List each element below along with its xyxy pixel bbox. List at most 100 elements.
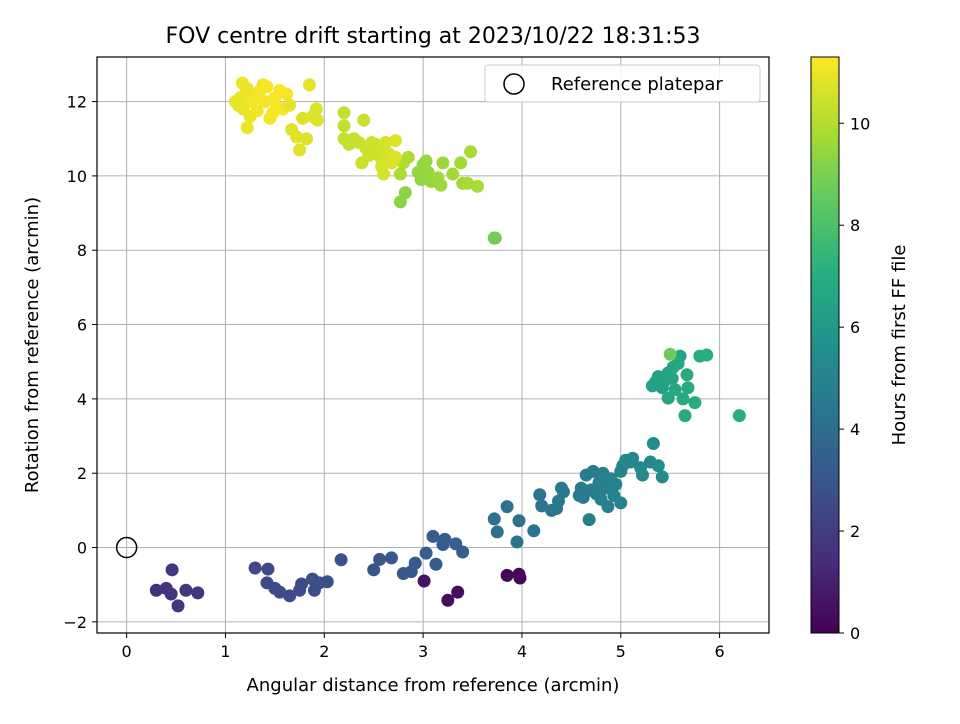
reference-point [115, 536, 138, 559]
data-point [500, 500, 514, 514]
data-point [470, 179, 484, 193]
data-point [296, 111, 310, 125]
data-point [456, 545, 470, 559]
data-point [655, 470, 669, 484]
data-point [451, 585, 465, 599]
data-point [260, 80, 274, 94]
data-point [261, 562, 275, 576]
data-point [377, 167, 391, 181]
data-point [586, 464, 600, 478]
data-point [436, 156, 450, 170]
data-point [676, 392, 690, 406]
data-point [490, 525, 504, 539]
data-point [609, 477, 623, 491]
legend-marker-open-circle [503, 73, 525, 95]
data-point [512, 514, 526, 528]
x-tick-label: 0 [122, 642, 132, 661]
data-point [665, 371, 679, 385]
data-point [337, 106, 351, 120]
data-point [527, 524, 541, 538]
data-point [379, 135, 393, 149]
data-point [461, 176, 475, 190]
data-point [373, 552, 387, 566]
colorbar-tick-label: 8 [850, 216, 860, 235]
data-point [533, 488, 547, 502]
data-point [646, 436, 660, 450]
data-point [464, 145, 478, 159]
x-tick-label: 1 [220, 642, 230, 661]
x-tick-label: 2 [319, 642, 329, 661]
data-point [488, 231, 502, 245]
legend: Reference platepar [484, 64, 761, 103]
data-point [732, 409, 746, 423]
data-point [601, 500, 615, 514]
data-point [446, 167, 460, 181]
y-tick-label: 0 [77, 539, 87, 558]
data-point [429, 557, 443, 571]
data-point [556, 485, 570, 499]
y-tick-label: 8 [77, 241, 87, 260]
data-point [681, 381, 695, 395]
data-point [302, 78, 316, 92]
y-tick-label: 4 [77, 390, 87, 409]
data-point [398, 186, 412, 200]
data-point [700, 348, 714, 362]
x-axis-label: Angular distance from reference (arcmin) [247, 675, 620, 696]
data-point [688, 396, 702, 410]
colorbar: 0 2 4 6 8 10 Hours from first FF file [810, 56, 910, 643]
y-axis-label: Rotation from reference (arcmin) [22, 197, 43, 493]
data-point [357, 113, 371, 127]
data-point [384, 551, 398, 565]
data-point [510, 535, 524, 549]
colorbar-tick-label: 2 [850, 522, 860, 541]
data-point [614, 496, 628, 510]
reference-platepar-marker [115, 536, 138, 559]
x-axis-ticks: 0 1 2 3 4 5 6 [122, 633, 725, 661]
data-point [500, 568, 514, 582]
data-point [337, 119, 351, 133]
chart-title: FOV centre drift starting at 2023/10/22 … [166, 24, 701, 49]
data-point [419, 154, 433, 168]
y-tick-label: 12 [67, 93, 87, 112]
legend-label: Reference platepar [551, 74, 723, 95]
data-point [309, 102, 323, 116]
colorbar-gradient [810, 56, 840, 634]
data-point [273, 585, 287, 599]
data-point [191, 586, 205, 600]
y-tick-label: 2 [77, 464, 87, 483]
data-point [367, 563, 381, 577]
colorbar-tick-label: 10 [850, 114, 870, 133]
data-point [663, 347, 677, 361]
colorbar-label: Hours from first FF file [889, 245, 910, 446]
data-point [636, 468, 650, 482]
data-point [283, 589, 297, 603]
data-point [678, 409, 692, 423]
y-tick-label: −2 [63, 613, 87, 632]
data-point [258, 95, 272, 109]
x-tick-label: 5 [616, 642, 626, 661]
plot-frame [96, 56, 770, 634]
data-point [149, 583, 163, 597]
data-point [535, 499, 549, 513]
data-point [582, 513, 596, 527]
colorbar-tick-label: 0 [850, 624, 860, 643]
data-point [334, 553, 348, 567]
data-point [300, 132, 314, 146]
data-point [388, 150, 402, 164]
y-tick-label: 10 [67, 167, 87, 186]
data-point [434, 178, 448, 192]
data-point [283, 98, 297, 112]
data-points [149, 76, 746, 613]
x-tick-label: 6 [714, 642, 724, 661]
legend-box [484, 64, 761, 103]
data-point [419, 546, 433, 560]
data-point [673, 349, 687, 363]
x-tick-label: 3 [418, 642, 428, 661]
y-axis-ticks: −2 0 2 4 6 8 10 12 [63, 93, 97, 632]
data-point [280, 87, 294, 101]
data-point [680, 368, 694, 382]
data-point [248, 561, 262, 575]
data-point [295, 577, 309, 591]
x-tick-label: 4 [517, 642, 527, 661]
